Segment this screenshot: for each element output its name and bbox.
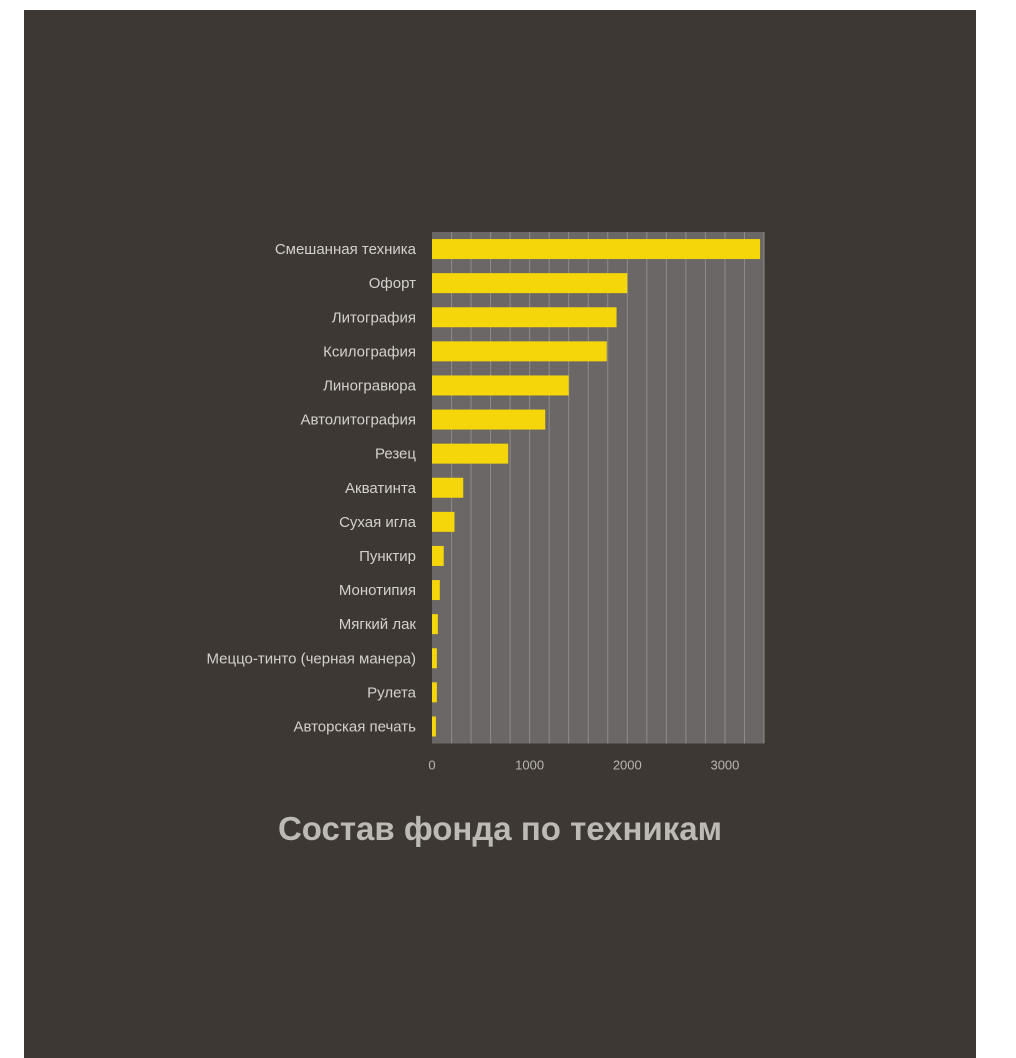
category-label: Резец bbox=[375, 446, 416, 463]
category-label: Литография bbox=[332, 309, 416, 326]
bar bbox=[432, 409, 546, 430]
bar bbox=[432, 716, 436, 737]
category-label: Авторская печать bbox=[293, 718, 416, 735]
bar bbox=[432, 648, 437, 669]
bar bbox=[432, 682, 437, 703]
bar bbox=[432, 307, 617, 328]
bar bbox=[432, 239, 761, 260]
category-label: Ксилография bbox=[323, 343, 416, 360]
category-label: Сухая игла bbox=[339, 514, 417, 531]
bar bbox=[432, 341, 607, 362]
bar bbox=[432, 511, 455, 532]
category-label: Мягкий лак bbox=[339, 616, 417, 633]
x-tick-label: 0 bbox=[428, 758, 435, 773]
category-label: Акватинта bbox=[345, 480, 417, 497]
category-label: Офорт bbox=[369, 275, 416, 292]
x-tick-label: 2000 bbox=[613, 758, 642, 773]
chart-title: Состав фонда по техникам bbox=[277, 810, 723, 847]
category-label: Рулета bbox=[367, 684, 416, 701]
bar-chart: Смешанная техника Офорт Литография Ксилогра… bbox=[207, 232, 765, 773]
category-label: Линогравюра bbox=[323, 377, 417, 394]
bar bbox=[432, 443, 509, 464]
bar bbox=[432, 580, 440, 601]
category-label: Автолитография bbox=[300, 412, 416, 429]
category-label: Монотипия bbox=[339, 582, 416, 599]
x-tick-label: 3000 bbox=[710, 758, 739, 773]
category-label: Пунктир bbox=[359, 548, 416, 565]
bar bbox=[432, 477, 464, 498]
x-tick-label: 1000 bbox=[515, 758, 544, 773]
category-label: Меццо-тинто (черная манера) bbox=[207, 650, 416, 667]
bar bbox=[432, 375, 569, 396]
bar bbox=[432, 614, 438, 635]
category-label: Смешанная техника bbox=[275, 241, 417, 258]
bar bbox=[432, 545, 444, 566]
chart-panel: Смешанная техника Офорт Литография Ксилогра… bbox=[24, 10, 976, 1058]
bar bbox=[432, 273, 628, 294]
